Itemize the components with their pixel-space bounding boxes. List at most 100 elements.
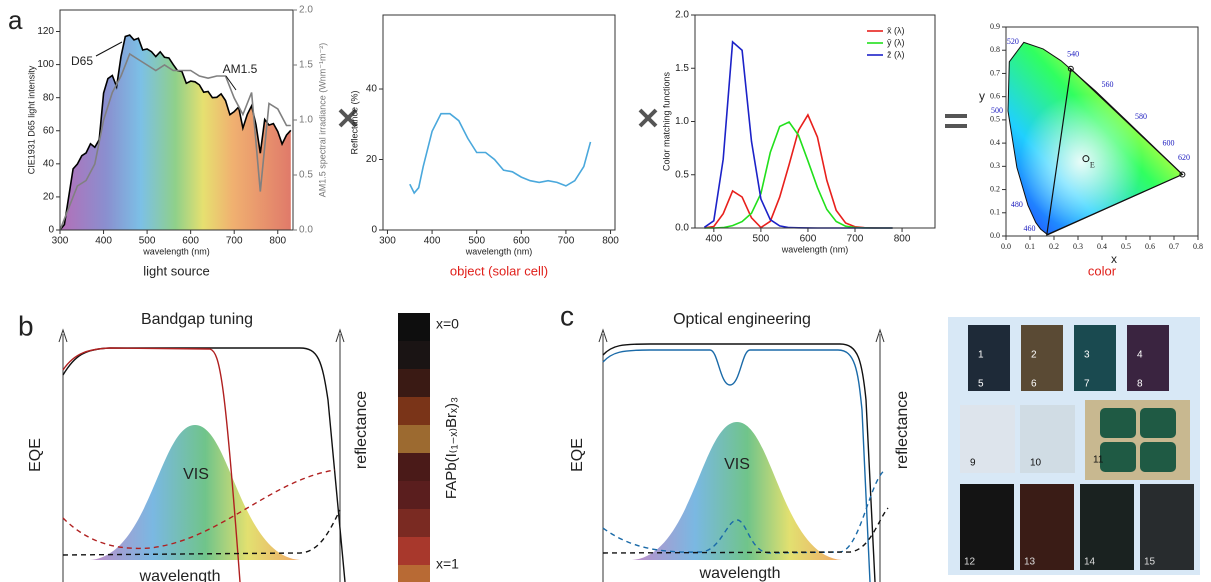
wavelength-label: 620	[1178, 153, 1190, 162]
y-tick-label: 60	[43, 125, 55, 136]
y-tick-label: 40	[366, 84, 378, 95]
y-axis-label: EQE	[27, 438, 44, 472]
band-label: VIS	[724, 456, 750, 473]
reflectance-curve	[62, 509, 341, 556]
photo-label: 9	[970, 458, 976, 469]
y-tick-label: 40	[43, 158, 55, 169]
label-arrow	[225, 75, 237, 91]
sample-strip	[398, 313, 430, 582]
series-label: D65	[71, 54, 93, 68]
legend-label: z̄ (λ)	[887, 49, 905, 59]
x-tick-label: 400	[705, 234, 722, 245]
white-point	[1082, 155, 1090, 163]
y-tick-label: 20	[366, 154, 378, 165]
x-tick-label: 0.7	[1169, 242, 1179, 251]
x-axis-label: wavelength	[699, 565, 781, 582]
y-tick-label: 120	[37, 26, 54, 37]
eqe-curve	[62, 347, 346, 582]
x-axis-label: x	[1111, 252, 1117, 266]
y-tick-label: 1.5	[675, 63, 689, 74]
x-tick-label: 0.1	[1025, 242, 1035, 251]
wavelength-label: 460	[1024, 224, 1036, 233]
y2-tick-label: 1.5	[299, 60, 313, 71]
y-axis-label: Color matching functions	[661, 71, 671, 171]
y-tick-label: 2.0	[675, 10, 689, 21]
line	[59, 52, 291, 231]
photo-label: 11	[1093, 455, 1104, 466]
strip-formula: FAPb(I₍₁₋ₓ₎Brₓ)₃	[443, 397, 460, 499]
y-tick-label: 0	[371, 225, 377, 236]
x-axis-label: wavelength (nm)	[465, 246, 533, 256]
band-label: VIS	[183, 466, 209, 483]
arrow	[58, 328, 68, 343]
line	[704, 113, 893, 229]
y-tick-label: 0.8	[990, 45, 1000, 54]
eqe-curve	[62, 347, 241, 582]
x-tick-label: 700	[847, 234, 864, 245]
line	[409, 112, 592, 195]
x-tick-label: 600	[513, 236, 530, 247]
y2-tick-label: 1.0	[299, 115, 313, 126]
x-tick-label: 800	[894, 234, 911, 245]
y-tick-label: 0.3	[990, 161, 1000, 170]
photo-label: 15	[1144, 557, 1156, 568]
x-tick-label: 0.0	[1001, 242, 1011, 251]
x-tick-label: 600	[800, 234, 817, 245]
caption: light source	[143, 263, 209, 278]
y-tick-label: 0.5	[990, 115, 1000, 124]
legend-label: x̄ (λ)	[887, 25, 905, 35]
y-tick-label: 0.0	[990, 231, 1000, 240]
y2-tick-label: 2.0	[299, 5, 313, 16]
series-label: AM1.5	[223, 62, 258, 76]
photo-label: 4	[1137, 350, 1143, 361]
strip-label: x=1	[436, 556, 459, 572]
y-tick-label: 0.5	[675, 169, 689, 180]
x-tick-label: 400	[95, 236, 112, 247]
caption: color	[1088, 263, 1117, 278]
eqe-curve	[602, 349, 871, 582]
y-tick-label: 0.7	[990, 68, 1000, 77]
vis-band	[632, 422, 842, 560]
x-tick-label: 500	[139, 236, 156, 247]
vis-band	[90, 425, 300, 560]
gamut-vertex	[1179, 171, 1186, 178]
x-tick-label: 0.6	[1145, 242, 1155, 251]
y-axis-label: Reflectance (%)	[349, 90, 359, 154]
wavelength-label: 540	[1067, 50, 1079, 59]
strip-label: x=0	[436, 316, 459, 332]
photo-label: 12	[964, 557, 976, 568]
panel-title: Optical engineering	[673, 311, 811, 328]
line	[704, 120, 893, 229]
photo-label: 13	[1024, 557, 1036, 568]
gamut-vertex	[1067, 65, 1074, 72]
label-arrow	[95, 41, 123, 57]
caption: object (solar cell)	[450, 263, 548, 278]
wavelength-label: 560	[1102, 80, 1114, 89]
x-axis-label: wavelength (nm)	[781, 244, 849, 254]
photo-label: 7	[1084, 379, 1090, 390]
arrow	[598, 328, 608, 343]
white-point-label: E	[1090, 160, 1095, 169]
y2-tick-label: 0.0	[299, 225, 313, 236]
y-tick-label: 0.0	[675, 223, 689, 234]
photo-label: 10	[1030, 458, 1042, 469]
panel-label: a	[8, 5, 23, 35]
x-tick-label: 0.2	[1049, 242, 1059, 251]
x-axis-label: wavelength (nm)	[142, 246, 210, 256]
wavelength-label: 600	[1162, 138, 1174, 147]
y-tick-label: 80	[43, 92, 55, 103]
photo-label: 14	[1084, 557, 1096, 568]
x-tick-label: 500	[753, 234, 770, 245]
legend-label: ȳ (λ)	[887, 37, 905, 47]
y-tick-label: 20	[43, 192, 55, 203]
y-axis-label: y	[979, 89, 985, 103]
photo-panel	[948, 317, 1200, 575]
photo-label: 8	[1137, 379, 1143, 390]
photo-label: 1	[978, 350, 984, 361]
y2-tick-label: 0.5	[299, 170, 313, 181]
arrow	[875, 328, 885, 343]
y2-axis-label: reflectance	[353, 391, 370, 469]
y-tick-label: 100	[37, 59, 54, 70]
